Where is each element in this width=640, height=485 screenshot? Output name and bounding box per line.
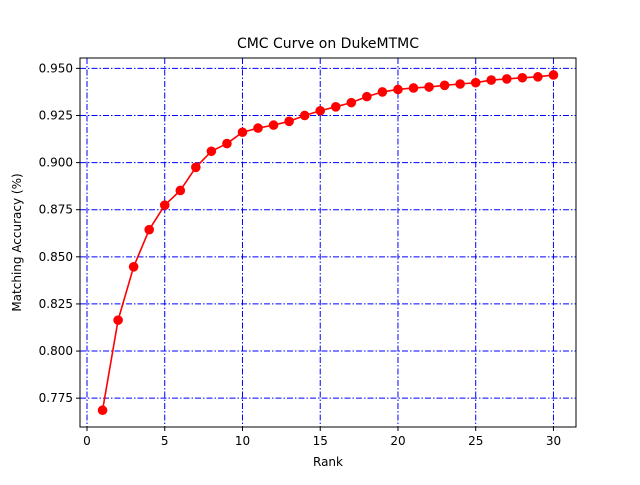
y-tick-label: 0.800 bbox=[39, 344, 73, 358]
data-point bbox=[222, 138, 232, 149]
data-point bbox=[517, 72, 528, 83]
data-point bbox=[315, 105, 326, 116]
data-point bbox=[159, 200, 170, 210]
x-tick-label: 20 bbox=[390, 434, 405, 448]
chart-title: CMC Curve on DukeMTMC bbox=[237, 36, 419, 52]
x-tick-label: 10 bbox=[235, 434, 250, 448]
plot-frame bbox=[79, 57, 577, 428]
y-tick-label: 0.875 bbox=[39, 203, 73, 217]
data-point bbox=[191, 162, 201, 173]
data-point bbox=[533, 72, 543, 82]
data-point bbox=[128, 262, 139, 272]
data-point bbox=[548, 70, 559, 80]
data-point bbox=[362, 91, 372, 102]
y-tick-label: 0.850 bbox=[39, 250, 73, 264]
data-point bbox=[377, 87, 388, 97]
data-point bbox=[144, 224, 154, 235]
series-layer bbox=[97, 70, 559, 416]
data-point bbox=[439, 80, 450, 91]
x-tick-label: 25 bbox=[468, 434, 483, 448]
data-point bbox=[206, 146, 217, 157]
y-tick-label: 0.950 bbox=[39, 61, 73, 75]
data-point bbox=[455, 79, 465, 89]
y-tick-label: 0.775 bbox=[39, 391, 73, 405]
data-point bbox=[346, 97, 357, 108]
data-point bbox=[97, 405, 108, 416]
data-point bbox=[284, 116, 294, 127]
x-axis-label: Rank bbox=[313, 455, 343, 469]
data-point bbox=[253, 123, 263, 133]
data-point bbox=[175, 185, 186, 196]
y-tick-label: 0.900 bbox=[39, 156, 73, 170]
ticks: 0 5 10 15 20 25 30 0.775 0.800 0.825 0.850 0.875 0.9… bbox=[39, 61, 561, 448]
data-point bbox=[237, 127, 248, 138]
y-tick-label: 0.925 bbox=[39, 108, 73, 122]
data-point bbox=[470, 77, 481, 88]
data-point bbox=[486, 75, 497, 85]
data-point bbox=[393, 84, 403, 95]
x-tick-label: 0 bbox=[83, 434, 91, 448]
x-tick-label: 30 bbox=[546, 434, 561, 448]
data-point bbox=[268, 120, 279, 130]
data-point bbox=[424, 82, 434, 92]
data-point bbox=[330, 102, 341, 112]
y-axis-label: Matching Accuracy (%) bbox=[10, 173, 24, 311]
data-point bbox=[113, 315, 123, 325]
y-tick-label: 0.825 bbox=[39, 297, 73, 311]
data-point bbox=[408, 83, 419, 93]
x-tick-label: 15 bbox=[313, 434, 328, 448]
data-point bbox=[502, 74, 512, 84]
x-tick-label: 5 bbox=[161, 434, 169, 448]
data-point bbox=[299, 110, 310, 121]
